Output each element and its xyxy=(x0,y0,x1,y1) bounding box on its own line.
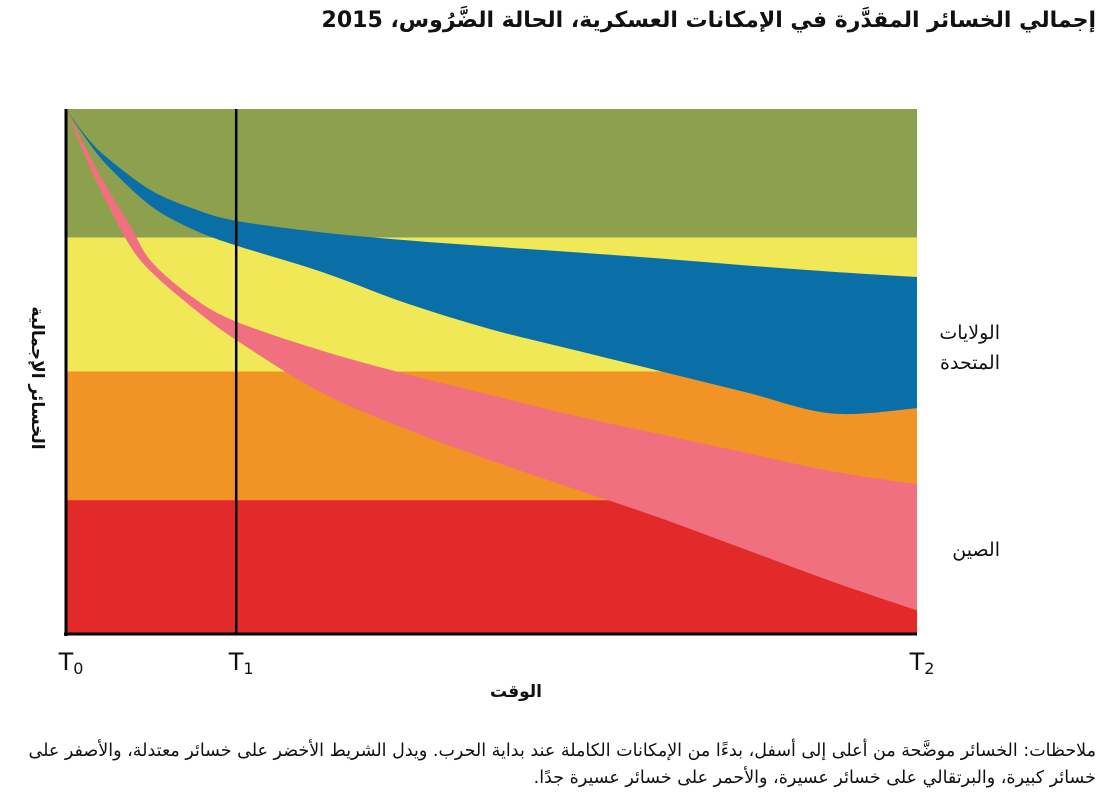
series-label-china: الصين xyxy=(952,539,1000,561)
series-area-china xyxy=(66,109,917,611)
series-label-us: الولايات المتحدة xyxy=(939,322,1000,374)
series-area-us xyxy=(66,109,917,415)
x-tick-t2: T2 xyxy=(909,648,935,678)
axes xyxy=(64,109,917,636)
x-axis-label: الوقت xyxy=(490,682,542,702)
y-axis-label: الخسائر الإجمالية xyxy=(27,306,47,450)
chart-title: إجمالي الخسائر المقدَّرة في الإمكانات ال… xyxy=(321,8,1096,33)
x-tick-t1: T1 xyxy=(228,648,254,678)
x-tick-t0: T0 xyxy=(58,648,84,678)
notes-text: ملاحظات: الخسائر موضَّحة من أعلى إلى أسف… xyxy=(28,741,1097,788)
series-areas xyxy=(66,109,917,611)
